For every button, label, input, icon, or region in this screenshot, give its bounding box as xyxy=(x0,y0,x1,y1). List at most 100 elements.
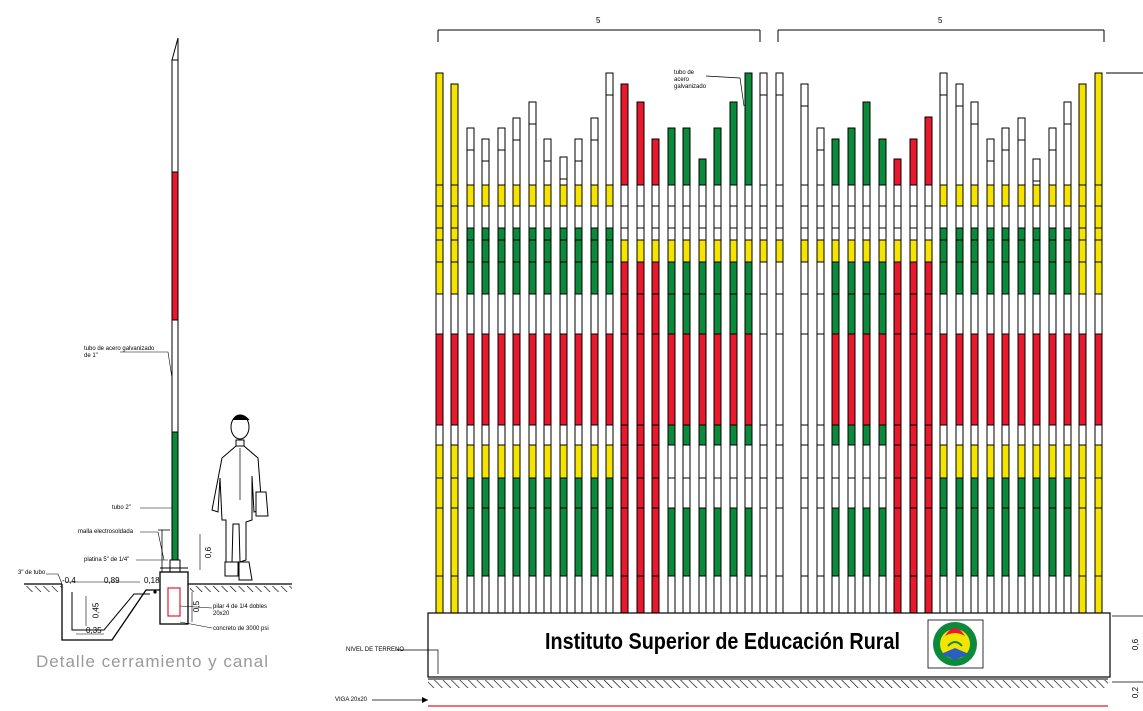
post-segment xyxy=(1001,333,1010,426)
post-segment xyxy=(970,293,979,335)
post-segment xyxy=(667,293,676,335)
post-segment xyxy=(800,477,809,509)
post-segment xyxy=(497,444,506,479)
post-segment xyxy=(775,477,784,509)
post-segment xyxy=(636,261,645,295)
fence-post xyxy=(1078,83,1087,614)
post-segment xyxy=(698,205,707,229)
post-segment xyxy=(939,205,948,229)
post-segment xyxy=(559,507,568,577)
post-segment xyxy=(1048,293,1057,335)
post-segment xyxy=(816,293,825,335)
post-cap xyxy=(816,127,825,151)
post-segment xyxy=(816,205,825,229)
post-segment xyxy=(939,261,948,295)
post-segment xyxy=(481,205,490,229)
fence-post xyxy=(435,72,444,614)
post-segment xyxy=(682,227,691,241)
post-segment xyxy=(924,116,933,186)
post-segment xyxy=(775,333,784,426)
post-segment xyxy=(528,424,537,446)
post-segment xyxy=(698,158,707,186)
post-segment xyxy=(528,477,537,509)
post-segment xyxy=(893,293,902,335)
post-segment xyxy=(744,261,753,295)
post-cap xyxy=(543,138,552,162)
post-segment xyxy=(924,424,933,446)
post-segment xyxy=(435,477,444,509)
post-segment xyxy=(481,293,490,335)
post-segment xyxy=(698,239,707,263)
post-segment xyxy=(713,477,722,509)
fence-post xyxy=(1001,127,1010,614)
post-segment xyxy=(816,444,825,479)
post-segment xyxy=(497,227,506,241)
post-segment xyxy=(775,293,784,335)
dim-label-channel-depth: 0,45 xyxy=(91,602,101,619)
post-segment xyxy=(729,444,738,479)
post-segment xyxy=(698,184,707,207)
post-segment xyxy=(729,424,738,446)
post-segment xyxy=(775,184,784,207)
post-segment xyxy=(466,184,475,207)
post-segment xyxy=(682,184,691,207)
post-segment xyxy=(682,575,691,614)
post-segment xyxy=(667,444,676,479)
post-segment xyxy=(620,507,629,577)
post-segment xyxy=(1078,293,1087,335)
post-segment xyxy=(862,507,871,577)
post-cap xyxy=(1001,127,1010,151)
post-segment xyxy=(878,444,887,479)
post-segment xyxy=(1094,261,1103,295)
fence-post xyxy=(986,138,995,614)
post-segment xyxy=(590,333,599,426)
fence-posts xyxy=(435,72,1103,614)
post-segment xyxy=(862,444,871,479)
channel-outer xyxy=(61,584,160,641)
post-segment xyxy=(698,575,707,614)
fence-post xyxy=(729,101,738,614)
post-segment xyxy=(1078,83,1087,186)
post-segment xyxy=(1017,444,1026,479)
post-segment xyxy=(970,205,979,229)
post-segment xyxy=(698,333,707,426)
post-segment xyxy=(667,507,676,577)
post-segment xyxy=(955,184,964,207)
fence-post xyxy=(543,138,552,614)
post-segment xyxy=(816,184,825,207)
post-segment xyxy=(1032,507,1041,577)
post-segment xyxy=(574,424,583,446)
post-segment xyxy=(775,205,784,229)
post-segment xyxy=(713,227,722,241)
post-segment xyxy=(1048,424,1057,446)
post-segment xyxy=(878,507,887,577)
post-segment xyxy=(1048,444,1057,479)
post-segment xyxy=(955,333,964,426)
post-segment xyxy=(1078,205,1087,229)
banner-title: Instituto Superior de Educación Rural xyxy=(545,628,900,654)
post-segment xyxy=(528,239,537,263)
post-segment xyxy=(497,261,506,295)
post-cap xyxy=(1048,127,1057,151)
post-segment xyxy=(651,293,660,335)
fence-post xyxy=(450,83,459,614)
post-segment xyxy=(800,507,809,577)
post-segment xyxy=(435,424,444,446)
post-segment xyxy=(713,575,722,614)
post-cap xyxy=(939,72,948,96)
post-segment xyxy=(1048,575,1057,614)
post-cap xyxy=(497,127,506,151)
post-segment xyxy=(574,477,583,509)
post-segment xyxy=(574,333,583,426)
post-segment xyxy=(831,333,840,426)
post-segment xyxy=(543,184,552,207)
dim-label-footing-depth: 0,5 xyxy=(192,600,202,613)
post-segment xyxy=(1017,239,1026,263)
post-segment xyxy=(986,444,995,479)
post-segment xyxy=(1017,227,1026,241)
post-segment xyxy=(986,227,995,241)
post-segment xyxy=(497,293,506,335)
fence-post xyxy=(847,127,856,614)
post-segment xyxy=(1001,293,1010,335)
